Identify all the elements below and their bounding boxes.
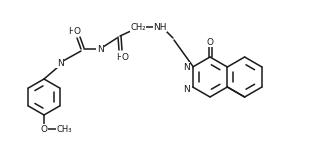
Text: O: O [206,37,214,47]
Text: NH: NH [153,22,167,32]
Text: N: N [183,84,190,93]
Text: N: N [57,58,63,67]
Text: CH₂: CH₂ [130,22,146,32]
Text: N: N [97,45,104,54]
Text: H: H [116,52,122,62]
Text: O: O [74,26,81,35]
Text: CH₃: CH₃ [56,125,72,134]
Text: O: O [40,125,48,134]
Text: N: N [183,62,190,71]
Text: O: O [121,52,129,62]
Text: H: H [68,26,74,35]
